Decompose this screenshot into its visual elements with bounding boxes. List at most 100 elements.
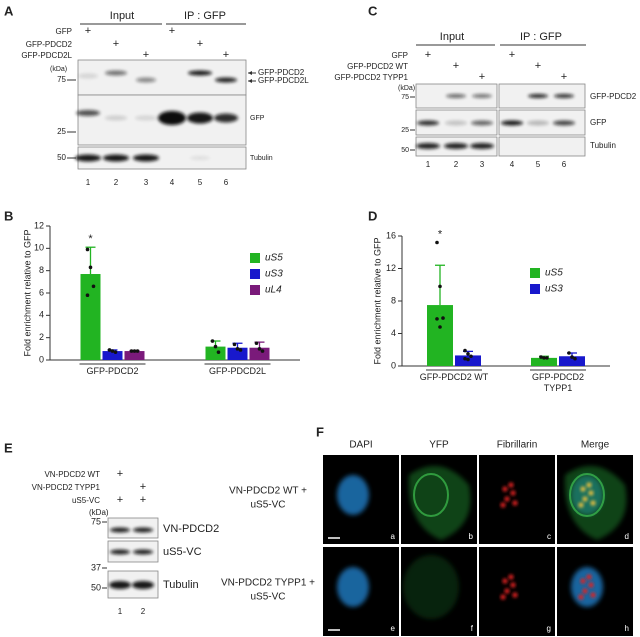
band-label: Tubulin <box>163 579 199 591</box>
band-label: VN-PDCD2 <box>163 523 219 535</box>
nucleolus <box>510 490 516 496</box>
row-label: VN-PDCD2 TYPP1 + <box>221 578 315 589</box>
band-label: GFP-PDCD2 <box>258 68 305 77</box>
band-label: GFP-PDCD2L <box>258 76 309 85</box>
sign: + <box>117 494 123 506</box>
marker-label: 75 <box>91 516 101 526</box>
annotation: * <box>88 233 93 245</box>
band-label: GFP <box>250 115 265 122</box>
band <box>553 120 575 126</box>
band <box>158 111 186 125</box>
image-letter: g <box>547 624 551 633</box>
data-point <box>113 350 118 354</box>
bar <box>102 351 123 360</box>
y-tick-label: 8 <box>391 295 396 305</box>
data-point <box>567 351 571 355</box>
micrograph <box>323 455 399 544</box>
nucleolus <box>500 502 506 508</box>
y-tick-label: 16 <box>386 230 396 240</box>
data-point <box>129 349 134 353</box>
lane-number: 5 <box>198 178 203 187</box>
band <box>472 94 492 98</box>
lane-number: 2 <box>114 178 119 187</box>
data-point <box>91 284 96 289</box>
panel-letter: E <box>4 440 13 455</box>
nucleus <box>571 567 603 607</box>
nucleolus <box>580 578 586 584</box>
nucleolus <box>508 482 514 488</box>
lane-number: 1 <box>118 607 123 616</box>
x-tick-label: GFP-PDCD2 WT <box>419 372 489 382</box>
lane-number: 1 <box>86 178 91 187</box>
sign: + <box>425 49 431 61</box>
lane-number: 3 <box>144 178 149 187</box>
bar <box>559 356 585 366</box>
nucleolus <box>512 500 518 506</box>
data-point <box>435 240 439 245</box>
image-letter: a <box>391 532 396 541</box>
image <box>479 547 555 636</box>
legend-swatch <box>250 253 260 263</box>
category: GFP-PDCD2 WT <box>419 372 489 382</box>
x-tick-label: GFP-PDCD2 TYPP1 <box>531 372 584 393</box>
legend-swatch <box>250 269 260 279</box>
micrograph <box>323 547 399 636</box>
nuclear-rim <box>569 473 605 517</box>
data-point <box>260 349 265 353</box>
sign: + <box>509 49 515 61</box>
error-bar <box>85 246 96 275</box>
band <box>417 120 439 126</box>
band <box>446 94 466 98</box>
lane-number: 4 <box>170 178 175 187</box>
row-label: uS5-VC <box>72 496 100 505</box>
data-point <box>132 349 137 353</box>
data-point <box>135 349 140 353</box>
sign: + <box>197 38 203 50</box>
bar <box>427 305 453 366</box>
lane-number: 6 <box>562 160 567 169</box>
panel-letter: F <box>316 424 324 439</box>
sign: + <box>117 468 123 480</box>
column-header: Merge <box>581 440 610 451</box>
band <box>554 94 574 98</box>
nucleus <box>337 475 369 515</box>
image-letter: c <box>547 532 551 541</box>
y-tick-label: 0 <box>39 354 44 364</box>
micrograph <box>479 547 555 636</box>
column-header: Fibrillarin <box>497 440 538 451</box>
sign: + <box>140 494 146 506</box>
sign: + <box>143 49 149 61</box>
nucleolus <box>512 592 518 598</box>
image-letter: f <box>471 624 474 633</box>
nucleolus <box>590 500 596 506</box>
column-header: DAPI <box>349 440 372 451</box>
nucleolus <box>582 588 588 594</box>
band <box>188 70 212 76</box>
data-point <box>545 356 549 360</box>
legend-label: uL4 <box>265 285 282 296</box>
nucleolus <box>588 582 594 588</box>
row-label: GFP <box>392 51 408 60</box>
blot-box <box>107 517 159 539</box>
data-point <box>542 356 546 360</box>
nucleolus <box>578 594 584 600</box>
legend-label: uS5 <box>545 268 563 279</box>
y-tick-label: 12 <box>386 263 396 273</box>
y-tick-label: 4 <box>39 310 44 320</box>
band <box>105 70 127 76</box>
row-label: VN-PDCD2 WT + <box>229 486 307 497</box>
nucleolus <box>588 490 594 496</box>
nucleolus <box>502 578 508 584</box>
band-label: GFP <box>590 118 606 127</box>
band <box>132 581 154 589</box>
marker-label: 50 <box>401 147 409 154</box>
marker-label: 25 <box>57 127 66 136</box>
band <box>470 143 494 149</box>
nucleolus <box>580 486 586 492</box>
band <box>133 527 153 533</box>
y-axis-label: Fold enrichment relative to GFP <box>22 229 32 356</box>
image-letter: h <box>625 624 629 633</box>
row-label: uS5-VC <box>250 500 285 511</box>
data-point <box>438 325 442 329</box>
nucleolus <box>500 594 506 600</box>
